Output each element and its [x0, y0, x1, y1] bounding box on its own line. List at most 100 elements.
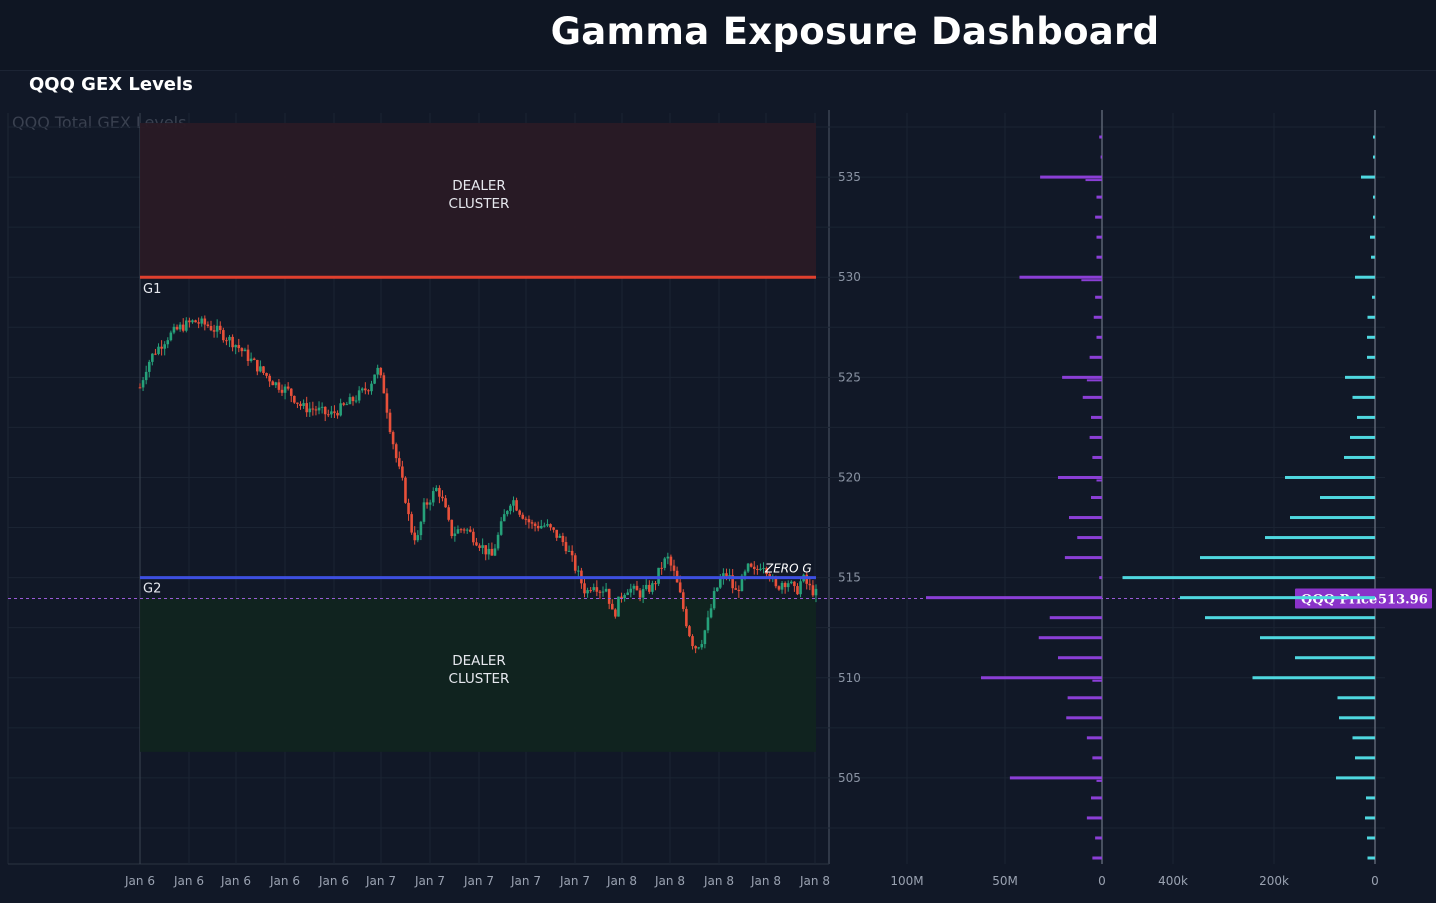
gex-bar-cyan	[1352, 395, 1375, 399]
candle-body	[345, 404, 349, 406]
gex-bar-purple-secondary	[1096, 779, 1102, 782]
candle-body	[197, 322, 200, 324]
candle-body	[749, 563, 753, 567]
candle-body	[320, 406, 324, 408]
chart-axes: 505 510 515 520 525 530 535 Jan 6 Jan 6 Jan 6 Jan …	[124, 170, 1379, 888]
gex-bar-purple	[1092, 756, 1102, 760]
candle-body	[719, 578, 722, 588]
candle-body	[441, 496, 444, 499]
candle-body	[691, 636, 694, 647]
candle-body	[249, 358, 253, 362]
candle-body	[259, 366, 262, 372]
candle-body	[598, 591, 602, 593]
candle-body	[694, 646, 697, 649]
gex-bar-cyan	[1367, 836, 1375, 840]
candle-body	[546, 524, 549, 526]
candle-body	[172, 326, 176, 333]
gex-bar-cyan	[1373, 215, 1375, 219]
x-tick-label: Jan 6	[318, 874, 349, 888]
candle-body	[339, 403, 342, 416]
gex-bar-cyan	[1373, 155, 1375, 159]
gex-bar-purple-secondary	[1092, 679, 1102, 682]
gex-bar-purple	[1099, 135, 1102, 139]
candle-body	[728, 575, 731, 577]
candle-body	[496, 534, 500, 549]
candle-body	[722, 573, 725, 579]
candle-body	[305, 403, 308, 413]
candle-body	[169, 332, 173, 341]
candle-body	[419, 521, 423, 536]
gex-right-tick: 0	[1371, 874, 1379, 888]
dealer-cluster-label: CLUSTER	[449, 671, 510, 687]
candle-body	[274, 382, 278, 386]
candle-body	[681, 592, 685, 609]
gex-bar-purple	[1009, 776, 1102, 780]
candle-body	[218, 325, 222, 331]
gex-bar-purple	[1058, 475, 1102, 479]
gex-bar-purple	[1089, 435, 1102, 439]
gex-bar-cyan	[1252, 676, 1375, 680]
candle-body	[796, 586, 799, 595]
candle-body	[527, 519, 531, 523]
candle-body	[706, 617, 710, 631]
candle-body	[370, 383, 373, 392]
gex-bar-purple	[926, 596, 1102, 600]
gex-bars	[926, 135, 1375, 860]
candle-body	[481, 545, 484, 548]
candle-body	[623, 594, 626, 599]
candle-body	[323, 406, 327, 415]
candle-body	[604, 588, 608, 592]
candle-body	[286, 386, 290, 389]
candle-body	[194, 320, 197, 323]
candle-body	[805, 574, 809, 584]
candle-body	[154, 353, 157, 355]
candle-body	[188, 320, 191, 323]
x-tick-label: Jan 7	[559, 874, 590, 888]
gex-bar-purple	[1091, 496, 1102, 500]
gex-bar-cyan	[1367, 856, 1375, 860]
candle-body	[333, 411, 336, 413]
gex-bar-cyan	[1285, 475, 1375, 479]
candle-body	[669, 556, 673, 566]
candle-body	[234, 345, 237, 348]
candle-body	[382, 375, 386, 394]
candle-body	[453, 533, 457, 537]
candle-body	[157, 346, 160, 354]
candle-body	[425, 502, 429, 505]
x-tick-label: Jan 7	[463, 874, 494, 888]
candle-body	[404, 477, 407, 503]
gex-bar-purple	[1066, 716, 1102, 720]
candle-body	[666, 556, 670, 559]
candle-body	[277, 382, 281, 390]
candle-body	[793, 581, 796, 587]
gex-bar-purple	[1096, 195, 1102, 199]
candle-body	[203, 318, 207, 325]
candle-body	[592, 587, 596, 591]
gex-bar-purple	[1062, 375, 1102, 379]
gex-bar-purple	[1086, 816, 1102, 820]
candle-body	[746, 563, 750, 572]
candle-body	[299, 403, 302, 407]
candle-body	[549, 524, 552, 528]
candle-body	[385, 393, 389, 413]
y-tick-label: 525	[838, 370, 861, 384]
gex-bar-cyan	[1371, 255, 1375, 259]
gex-bar-cyan	[1372, 295, 1375, 299]
candle-body	[799, 581, 802, 595]
candle-body	[410, 514, 413, 533]
candle-body	[715, 587, 719, 592]
candle-body	[725, 573, 728, 577]
gex-bar-cyan	[1370, 235, 1375, 239]
gex-bar-purple	[1091, 796, 1102, 800]
y-tick-label: 505	[838, 771, 861, 785]
candle-body	[262, 366, 265, 374]
candle-body	[752, 566, 756, 570]
gex-bar-purple	[1077, 536, 1102, 540]
gex-bar-purple	[1093, 315, 1102, 319]
candle-body	[765, 568, 768, 575]
candle-body	[607, 588, 611, 604]
gex-bar-cyan	[1336, 776, 1375, 780]
dealer-cluster-label: DEALER	[452, 653, 506, 669]
candle-body	[465, 529, 469, 531]
candle-body	[141, 380, 145, 388]
